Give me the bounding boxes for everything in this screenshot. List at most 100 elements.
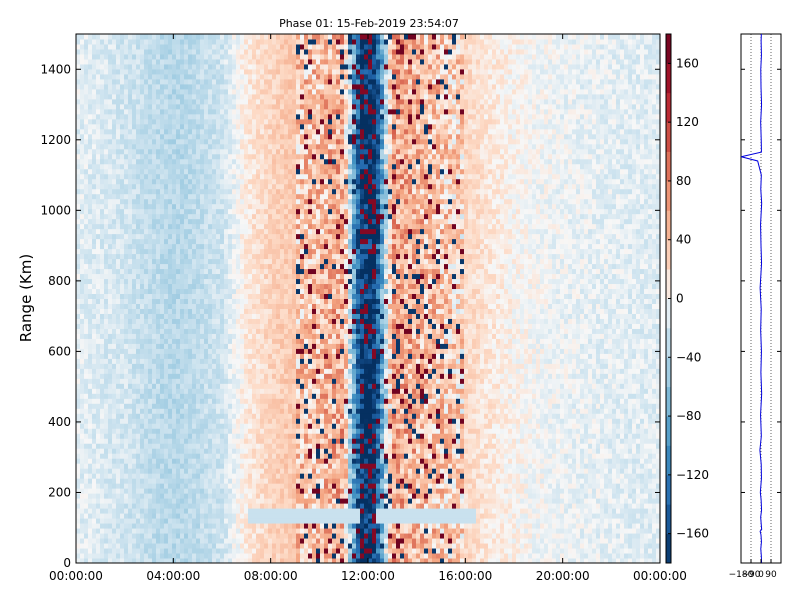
heatmap-cell bbox=[84, 38, 89, 45]
heatmap-cell bbox=[164, 428, 169, 434]
heatmap-cell bbox=[172, 368, 177, 374]
heatmap-cell bbox=[76, 123, 81, 130]
heatmap-cell bbox=[80, 98, 85, 105]
heatmap-cell bbox=[124, 218, 129, 225]
heatmap-cell bbox=[160, 263, 165, 270]
heatmap-cell bbox=[192, 383, 197, 389]
heatmap-cell bbox=[176, 543, 181, 549]
heatmap-cell bbox=[224, 153, 229, 160]
heatmap-cell bbox=[236, 238, 241, 245]
heatmap-cell bbox=[244, 198, 249, 205]
heatmap-cell bbox=[224, 203, 229, 210]
heatmap-cell bbox=[96, 238, 101, 245]
heatmap-cell bbox=[180, 513, 185, 519]
heatmap-cell bbox=[88, 253, 93, 260]
heatmap-cell bbox=[108, 213, 113, 220]
heatmap-cell bbox=[200, 353, 205, 359]
heatmap-cell bbox=[192, 73, 197, 80]
heatmap-cell bbox=[244, 213, 249, 220]
heatmap-cell bbox=[220, 233, 225, 240]
heatmap-cell bbox=[140, 428, 145, 434]
heatmap-cell bbox=[80, 178, 85, 185]
heatmap-cell bbox=[192, 163, 197, 170]
heatmap-cell bbox=[144, 318, 149, 324]
heatmap-cell bbox=[156, 53, 161, 60]
heatmap-cell bbox=[248, 243, 253, 250]
heatmap-cell bbox=[80, 128, 85, 135]
heatmap-cell bbox=[128, 163, 133, 170]
heatmap-cell bbox=[100, 508, 105, 514]
heatmap-cell bbox=[124, 258, 129, 265]
heatmap-cell bbox=[172, 453, 177, 459]
heatmap-cell bbox=[240, 208, 245, 215]
heatmap-cell bbox=[136, 313, 141, 319]
heatmap-cell bbox=[204, 78, 209, 85]
heatmap-cell bbox=[136, 108, 141, 115]
heatmap-cell bbox=[244, 318, 249, 324]
heatmap-cell bbox=[228, 488, 233, 494]
heatmap-cell bbox=[248, 53, 253, 60]
heatmap-cell bbox=[156, 473, 161, 479]
heatmap-cell bbox=[212, 168, 217, 175]
heatmap-cell bbox=[220, 248, 225, 255]
heatmap-cell bbox=[180, 233, 185, 240]
heatmap-cell bbox=[164, 188, 169, 195]
heatmap-cell bbox=[144, 513, 149, 519]
heatmap-cell bbox=[256, 208, 261, 215]
heatmap-cell bbox=[200, 453, 205, 459]
heatmap-cell bbox=[220, 333, 225, 339]
heatmap-cell bbox=[108, 298, 113, 304]
heatmap-cell bbox=[216, 143, 221, 150]
heatmap-cell bbox=[256, 228, 261, 235]
heatmap-cell bbox=[240, 288, 245, 295]
heatmap-cell bbox=[216, 233, 221, 240]
heatmap-cell bbox=[204, 53, 209, 60]
heatmap-cell bbox=[160, 153, 165, 160]
heatmap-cell bbox=[200, 343, 205, 349]
heatmap-cell bbox=[88, 203, 93, 210]
heatmap-cell bbox=[132, 48, 137, 55]
heatmap-cell bbox=[112, 178, 117, 185]
heatmap-cell bbox=[236, 198, 241, 205]
heatmap-cell bbox=[104, 38, 109, 45]
heatmap-cell bbox=[240, 478, 245, 484]
heatmap-cell bbox=[124, 273, 129, 280]
heatmap-cell bbox=[260, 168, 265, 175]
heatmap-cell bbox=[252, 223, 257, 230]
heatmap-cell bbox=[204, 293, 209, 299]
heatmap-cell bbox=[256, 173, 261, 180]
heatmap-cell bbox=[160, 548, 165, 554]
heatmap-cell bbox=[120, 58, 125, 65]
heatmap-cell bbox=[252, 228, 257, 235]
heatmap-cell bbox=[204, 198, 209, 205]
heatmap-cell bbox=[232, 558, 237, 564]
heatmap-cell bbox=[92, 278, 97, 285]
heatmap-cell bbox=[232, 168, 237, 175]
heatmap-cell bbox=[148, 373, 153, 379]
heatmap-cell bbox=[220, 153, 225, 160]
heatmap-cell bbox=[112, 548, 117, 554]
heatmap-cell bbox=[244, 123, 249, 130]
heatmap-cell bbox=[172, 518, 177, 524]
heatmap-cell bbox=[248, 168, 253, 175]
heatmap-cell bbox=[116, 168, 121, 175]
heatmap-cell bbox=[120, 268, 125, 275]
heatmap-cell bbox=[92, 328, 97, 334]
heatmap-cell bbox=[236, 73, 241, 80]
heatmap-cell bbox=[248, 498, 253, 504]
heatmap-cell bbox=[252, 218, 257, 225]
heatmap-cell bbox=[224, 408, 229, 414]
heatmap-cell bbox=[188, 523, 193, 529]
heatmap-cell bbox=[108, 333, 113, 339]
heatmap-cell bbox=[244, 158, 249, 165]
heatmap-cell bbox=[256, 298, 261, 304]
heatmap-cell bbox=[236, 348, 241, 354]
heatmap-cell bbox=[88, 113, 93, 120]
heatmap-cell bbox=[92, 483, 97, 489]
heatmap-cell bbox=[216, 118, 221, 125]
heatmap-cell bbox=[84, 83, 89, 90]
heatmap-cell bbox=[252, 433, 257, 439]
heatmap-cell bbox=[180, 263, 185, 270]
heatmap-cell bbox=[84, 98, 89, 105]
heatmap-cell bbox=[160, 168, 165, 175]
